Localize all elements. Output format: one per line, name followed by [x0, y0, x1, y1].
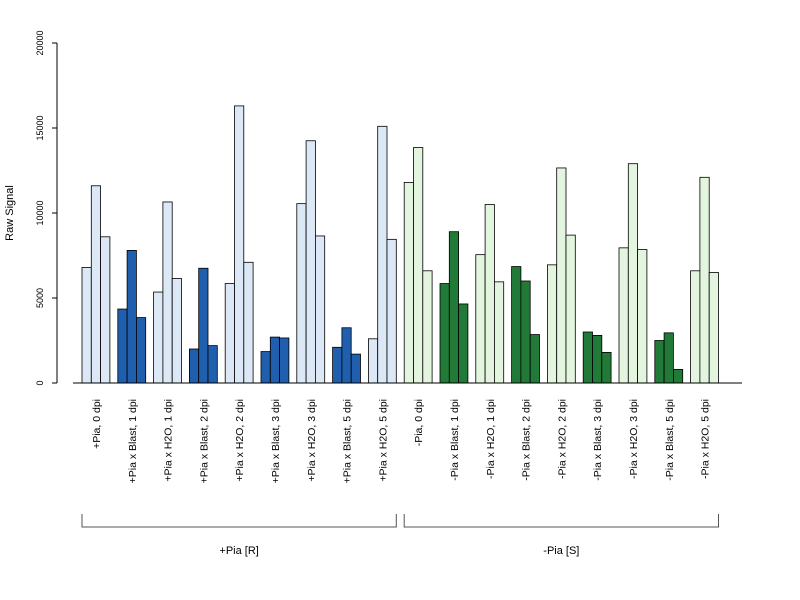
bar: [475, 254, 486, 384]
bar: [627, 163, 638, 384]
x-tick-label: -Pia x H2O, 3 dpi: [628, 399, 640, 479]
bar: [520, 280, 531, 384]
bar: [305, 140, 316, 384]
bar: [386, 238, 397, 384]
bar: [171, 278, 182, 384]
x-tick-label: -Pia x H2O, 1 dpi: [485, 399, 497, 479]
bar: [243, 261, 254, 384]
bar: [126, 249, 137, 384]
bar: [332, 346, 343, 384]
y-tick-label: 10000: [35, 200, 45, 225]
x-tick-label: -Pia, 0 dpi: [413, 399, 425, 446]
category-labels: +Pia, 0 dpi +Pia x Blast, 1 dpi +Pia x H2O…: [91, 399, 712, 483]
x-tick-label: +Pia x H2O, 1 dpi: [163, 399, 175, 482]
bar: [81, 266, 92, 384]
x-tick-label: -Pia x Blast, 1 dpi: [449, 399, 461, 481]
bar: [592, 334, 603, 384]
bar: [618, 247, 629, 384]
bar: [484, 204, 495, 384]
bar: [198, 267, 209, 384]
bar: [403, 181, 414, 384]
group-brackets: +Pia [R] -Pia [S]: [81, 514, 719, 557]
bar: [663, 332, 674, 384]
bar: [422, 270, 433, 384]
bar: [100, 236, 111, 384]
bar: [565, 234, 576, 384]
bar: [582, 331, 593, 384]
y-axis-title: Raw Signal: [4, 185, 16, 241]
bars: [81, 105, 719, 384]
group-bracket: [403, 514, 719, 528]
bar: [314, 235, 326, 384]
y-tick-label: 15000: [35, 115, 45, 140]
group-label: -Pia [S]: [543, 545, 579, 557]
x-tick-label: +Pia x Blast, 3 dpi: [270, 399, 282, 483]
bar: [367, 338, 379, 384]
x-tick-label: +Pia x Blast, 2 dpi: [198, 399, 210, 483]
x-tick-label: -Pia x Blast, 3 dpi: [592, 399, 604, 481]
bar: [341, 327, 352, 384]
bar: [224, 283, 235, 384]
bar: [135, 317, 147, 384]
bar: [439, 283, 450, 384]
bar: [458, 303, 469, 384]
bar: [162, 201, 173, 384]
bar: [269, 336, 280, 384]
bar: [413, 147, 424, 384]
x-tick-label: -Pia x Blast, 2 dpi: [521, 399, 533, 481]
x-tick-label: +Pia x Blast, 5 dpi: [342, 399, 354, 483]
bar: [279, 337, 290, 384]
x-tick-label: -Pia x H2O, 5 dpi: [700, 399, 712, 479]
bar: [529, 334, 540, 384]
group-bracket: [81, 514, 397, 528]
x-tick-label: -Pia x Blast, 5 dpi: [664, 399, 676, 481]
bar: [377, 125, 388, 384]
bar: [547, 264, 558, 384]
bar: [188, 348, 200, 384]
bar: [511, 266, 522, 384]
bar: [637, 249, 648, 384]
bar: [350, 353, 361, 384]
y-tick-label: 20000: [35, 30, 45, 55]
y-tick-label: 5000: [35, 288, 45, 308]
x-tick-label: +Pia x Blast, 1 dpi: [127, 399, 139, 483]
bar: [673, 368, 684, 384]
group-label: +Pia [R]: [219, 545, 258, 557]
bar: [699, 176, 710, 384]
bar: [448, 231, 459, 384]
x-tick-label: +Pia x H2O, 3 dpi: [306, 399, 318, 482]
x-tick-label: +Pia x H2O, 2 dpi: [234, 399, 246, 482]
bar: [234, 105, 245, 384]
bar: [601, 351, 612, 384]
bar: [260, 351, 271, 384]
bar: [493, 281, 505, 384]
bar: [207, 345, 218, 384]
bar: [296, 203, 307, 384]
x-tick-label: +Pia x H2O, 5 dpi: [377, 399, 389, 482]
bar: [690, 270, 701, 384]
bar: [556, 167, 567, 384]
y-axis: 0 5000 10000 15000 20000: [35, 30, 58, 386]
bar: [654, 340, 665, 384]
x-tick-label: +Pia, 0 dpi: [91, 399, 103, 449]
bar: [153, 291, 164, 384]
bar: [708, 272, 719, 384]
bar: [90, 185, 102, 384]
y-tick-label: 0: [35, 380, 45, 385]
x-tick-label: -Pia x H2O, 2 dpi: [556, 399, 568, 479]
bar: [117, 308, 128, 384]
